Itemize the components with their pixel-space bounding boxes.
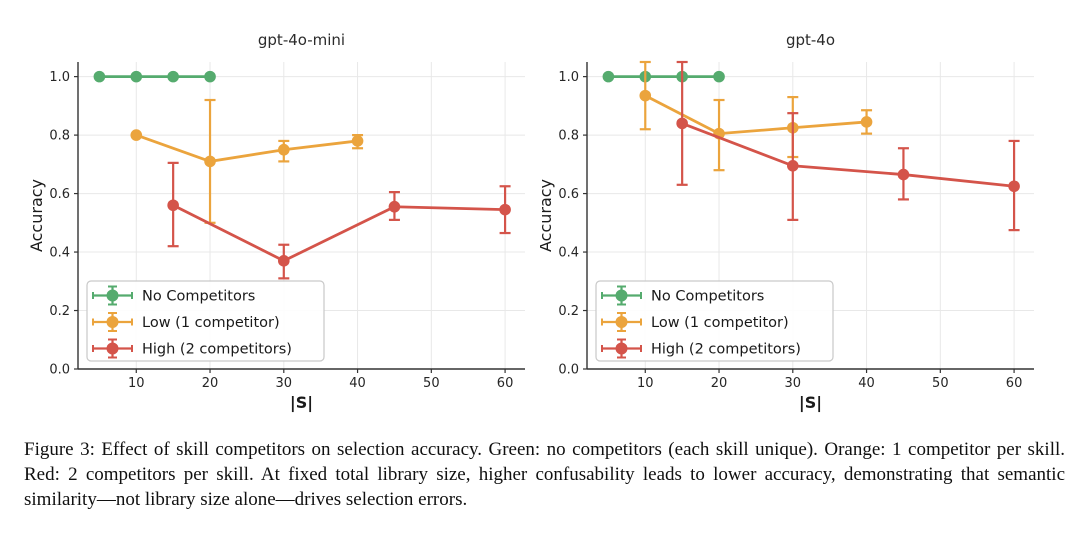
series-high-2-competitors <box>167 161 511 280</box>
svg-text:0.6: 0.6 <box>49 187 70 202</box>
legend: No Competitors Low (1 competitor) High (2 … <box>595 280 834 362</box>
y-axis-label: Accuracy <box>27 179 46 252</box>
svg-text:60: 60 <box>497 376 514 391</box>
series-no-competitors <box>602 70 725 83</box>
chart-gpt-4o-mini: 10 20 30 40 50 60 0.0 0.2 0.4 0.6 0.8 1.0 gpt-4o-min… <box>27 31 525 413</box>
legend: No Competitors Low (1 competitor) High (2 … <box>86 280 325 362</box>
svg-text:Low (1 competitor): Low (1 competitor) <box>651 315 789 331</box>
svg-text:No Competitors: No Competitors <box>142 289 255 305</box>
series-high-2-competitors <box>676 60 1020 232</box>
legend-item-low-1-competitor: Low (1 competitor) <box>92 312 280 332</box>
svg-text:30: 30 <box>785 376 802 391</box>
series-low-1-competitor <box>639 60 873 172</box>
svg-text:1.0: 1.0 <box>49 70 70 85</box>
charts-row: 10 20 30 40 50 60 0.0 0.2 0.4 0.6 0.8 1.0 gpt-4o-min… <box>27 31 1034 413</box>
series-low-1-competitor <box>130 98 364 224</box>
svg-text:0.0: 0.0 <box>49 363 70 378</box>
y-axis: 0.0 0.2 0.4 0.6 0.8 1.0 <box>49 70 78 378</box>
svg-text:10: 10 <box>637 376 654 391</box>
svg-text:0.0: 0.0 <box>558 363 579 378</box>
y-axis-label: Accuracy <box>540 179 555 252</box>
svg-text:50: 50 <box>932 376 949 391</box>
legend-item-high-2-competitors: High (2 competitors) <box>92 338 292 359</box>
chart-title: gpt-4o-mini <box>258 31 345 49</box>
svg-text:50: 50 <box>423 376 440 391</box>
x-axis: 10 20 30 40 50 60 <box>128 369 513 391</box>
svg-text:0.4: 0.4 <box>49 246 70 261</box>
svg-text:40: 40 <box>349 376 366 391</box>
svg-text:High (2 competitors): High (2 competitors) <box>142 342 292 358</box>
svg-text:0.6: 0.6 <box>558 187 579 202</box>
axes <box>77 62 525 370</box>
svg-text:20: 20 <box>202 376 219 391</box>
svg-text:Low (1 competitor): Low (1 competitor) <box>142 315 280 331</box>
svg-text:10: 10 <box>128 376 145 391</box>
x-axis-label: |S| <box>799 393 822 413</box>
svg-text:0.8: 0.8 <box>558 129 579 144</box>
svg-text:30: 30 <box>276 376 293 391</box>
y-axis: 0.0 0.2 0.4 0.6 0.8 1.0 <box>558 70 587 378</box>
legend-item-low-1-competitor: Low (1 competitor) <box>601 312 789 332</box>
svg-text:20: 20 <box>711 376 728 391</box>
chart-title: gpt-4o <box>786 31 835 49</box>
svg-text:60: 60 <box>1006 376 1023 391</box>
svg-text:No Competitors: No Competitors <box>651 289 764 305</box>
chart-gpt-4o: 10 20 30 40 50 60 0.0 0.2 0.4 0.6 0.8 1.0 gpt-4o |S| A… <box>540 31 1034 413</box>
svg-text:0.2: 0.2 <box>558 304 579 319</box>
x-axis: 10 20 30 40 50 60 <box>637 369 1022 391</box>
svg-text:High (2 competitors): High (2 competitors) <box>651 342 801 358</box>
figure-caption-text: Figure 3: Effect of skill competitors on… <box>24 439 1065 510</box>
svg-text:1.0: 1.0 <box>558 70 579 85</box>
series-no-competitors <box>93 70 216 83</box>
legend-item-no-competitors: No Competitors <box>601 285 764 306</box>
svg-text:0.2: 0.2 <box>49 304 70 319</box>
legend-item-high-2-competitors: High (2 competitors) <box>601 338 801 359</box>
figure-caption: Figure 3: Effect of skill competitors on… <box>24 437 1065 512</box>
svg-text:0.4: 0.4 <box>558 246 579 261</box>
svg-text:0.8: 0.8 <box>49 129 70 144</box>
legend-item-no-competitors: No Competitors <box>92 285 255 306</box>
svg-text:40: 40 <box>858 376 875 391</box>
x-axis-label: |S| <box>290 393 313 413</box>
axes <box>586 62 1034 370</box>
